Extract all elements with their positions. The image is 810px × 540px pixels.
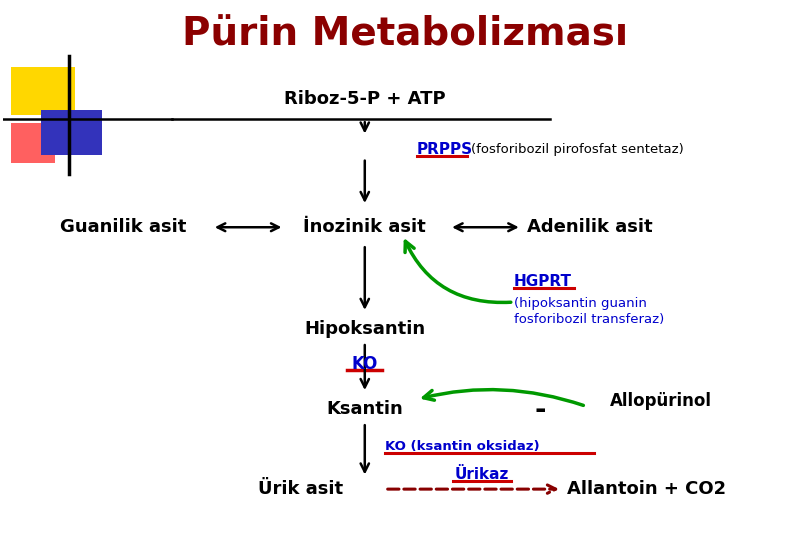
Text: Hipoksantin: Hipoksantin bbox=[305, 320, 425, 338]
Text: Riboz-5-P + ATP: Riboz-5-P + ATP bbox=[284, 90, 446, 108]
Text: Pürin Metabolizması: Pürin Metabolizması bbox=[182, 16, 628, 54]
Text: -: - bbox=[535, 396, 546, 424]
Text: Ürik asit: Ürik asit bbox=[258, 480, 343, 498]
Text: (fosforibozil pirofosfat sentetaz): (fosforibozil pirofosfat sentetaz) bbox=[471, 143, 684, 156]
Text: KO (ksantin oksidaz): KO (ksantin oksidaz) bbox=[385, 440, 539, 453]
Text: Allantoin + CO2: Allantoin + CO2 bbox=[567, 480, 726, 498]
Text: (hipoksantin guanin: (hipoksantin guanin bbox=[514, 296, 646, 309]
Text: Guanilik asit: Guanilik asit bbox=[60, 218, 186, 236]
Text: Allopürinol: Allopürinol bbox=[610, 392, 712, 410]
Text: HGPRT: HGPRT bbox=[514, 274, 572, 289]
FancyBboxPatch shape bbox=[41, 110, 102, 155]
FancyBboxPatch shape bbox=[11, 67, 75, 115]
Text: PRPPS: PRPPS bbox=[417, 142, 473, 157]
Text: KO: KO bbox=[352, 355, 378, 373]
Text: Ürikaz: Ürikaz bbox=[454, 467, 509, 482]
Text: İnozinik asit: İnozinik asit bbox=[304, 218, 426, 236]
Text: Adenilik asit: Adenilik asit bbox=[527, 218, 653, 236]
FancyBboxPatch shape bbox=[11, 123, 55, 163]
Text: Ksantin: Ksantin bbox=[326, 400, 403, 418]
Text: fosforibozil transferaz): fosforibozil transferaz) bbox=[514, 313, 664, 326]
